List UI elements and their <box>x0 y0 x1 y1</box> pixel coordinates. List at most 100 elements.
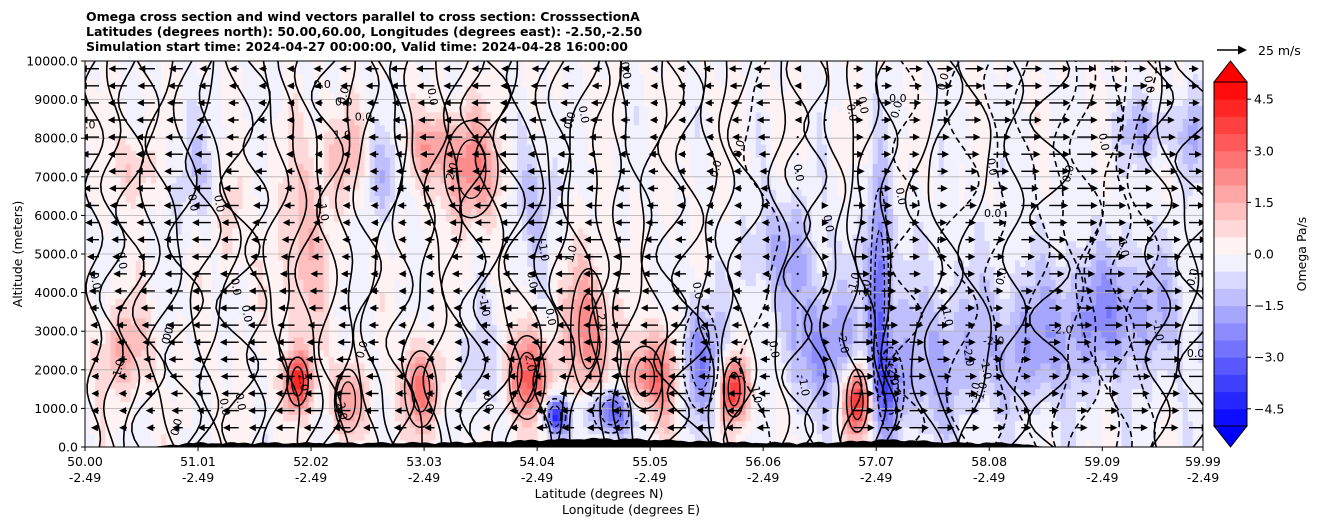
title-line-2: Latitudes (degrees north): 50.00,60.00, … <box>86 24 643 39</box>
omega-cell <box>405 189 411 197</box>
omega-cell <box>257 125 264 133</box>
omega-cell <box>140 299 147 307</box>
omega-cell <box>374 196 381 204</box>
omega-cell <box>318 286 325 294</box>
omega-cell <box>176 221 183 229</box>
omega-cell <box>110 356 117 364</box>
omega-cell <box>242 189 249 197</box>
omega-cell <box>130 228 137 236</box>
omega-cell <box>161 434 167 442</box>
omega-cell <box>90 427 96 435</box>
omega-cell <box>303 266 310 274</box>
omega-cell <box>323 414 330 422</box>
omega-cell <box>262 382 269 390</box>
omega-cell <box>262 176 269 184</box>
omega-cell <box>364 279 371 287</box>
omega-cell <box>496 151 503 159</box>
omega-cell <box>455 157 462 165</box>
omega-cell <box>181 189 188 197</box>
omega-cell <box>212 80 218 88</box>
omega-cell <box>242 350 249 358</box>
omega-cell <box>115 189 122 197</box>
omega-cell <box>95 414 101 422</box>
omega-cell <box>171 208 178 216</box>
omega-cell <box>379 99 386 107</box>
omega-cell <box>181 299 188 307</box>
omega-cell <box>273 311 279 319</box>
omega-cell <box>394 260 401 268</box>
omega-cell <box>445 254 452 262</box>
omega-cell <box>125 163 132 171</box>
omega-cell <box>278 401 284 409</box>
omega-cell <box>232 241 239 249</box>
omega-cell <box>242 401 249 409</box>
omega-cell <box>328 421 335 429</box>
omega-cell <box>379 382 386 390</box>
omega-cell <box>217 427 223 435</box>
omega-cell <box>267 73 274 81</box>
omega-cell <box>115 299 122 307</box>
omega-cell <box>247 144 254 152</box>
omega-cell <box>273 106 279 114</box>
omega-cell <box>110 311 117 319</box>
omega-cell <box>318 215 325 223</box>
omega-cell <box>486 163 493 171</box>
omega-cell <box>481 318 488 326</box>
omega-cell <box>196 112 203 120</box>
omega-cell <box>278 157 284 165</box>
omega-cell <box>491 356 498 364</box>
omega-cell <box>166 363 172 371</box>
omega-cell <box>181 331 188 339</box>
omega-cell <box>232 118 239 126</box>
omega-cell <box>237 266 244 274</box>
omega-cell <box>318 434 325 442</box>
omega-cell <box>308 144 315 152</box>
omega-cell <box>430 369 437 377</box>
omega-cell <box>471 414 477 422</box>
omega-cell <box>430 382 437 390</box>
omega-cell <box>389 170 396 178</box>
omega-cell <box>115 215 122 223</box>
omega-cell <box>232 189 239 197</box>
omega-cell <box>145 106 152 114</box>
omega-cell <box>227 73 233 81</box>
omega-cell <box>237 382 244 390</box>
omega-cell <box>156 215 162 223</box>
omega-cell <box>257 363 264 371</box>
omega-cell <box>430 234 437 242</box>
omega-cell <box>212 389 218 397</box>
omega-cell <box>105 421 112 429</box>
omega-cell <box>115 73 122 81</box>
omega-cell <box>217 324 223 332</box>
omega-cell <box>85 286 91 294</box>
omega-cell <box>318 86 325 94</box>
omega-cell <box>232 61 239 69</box>
omega-cell <box>415 189 421 197</box>
omega-cell <box>206 331 213 339</box>
omega-cell <box>257 189 264 197</box>
omega-cell <box>298 170 305 178</box>
omega-cell <box>303 401 310 409</box>
omega-cell <box>344 215 350 223</box>
omega-cell <box>303 144 310 152</box>
omega-cell <box>283 99 289 107</box>
omega-cell <box>466 138 472 146</box>
omega-cell <box>222 215 228 223</box>
omega-cell <box>328 221 335 229</box>
omega-cell <box>476 131 482 139</box>
omega-cell <box>420 241 427 249</box>
omega-cell <box>156 421 162 429</box>
omega-cell <box>135 67 142 75</box>
omega-cell <box>283 401 289 409</box>
omega-cell <box>328 86 335 94</box>
omega-cell <box>125 382 132 390</box>
omega-cell <box>308 414 315 422</box>
omega-cell <box>85 228 91 236</box>
omega-cell <box>140 389 147 397</box>
omega-cell <box>156 221 162 229</box>
omega-cell <box>206 299 213 307</box>
omega-cell <box>135 266 142 274</box>
omega-cell <box>181 73 188 81</box>
omega-cell <box>125 434 132 442</box>
omega-cell <box>267 215 274 223</box>
